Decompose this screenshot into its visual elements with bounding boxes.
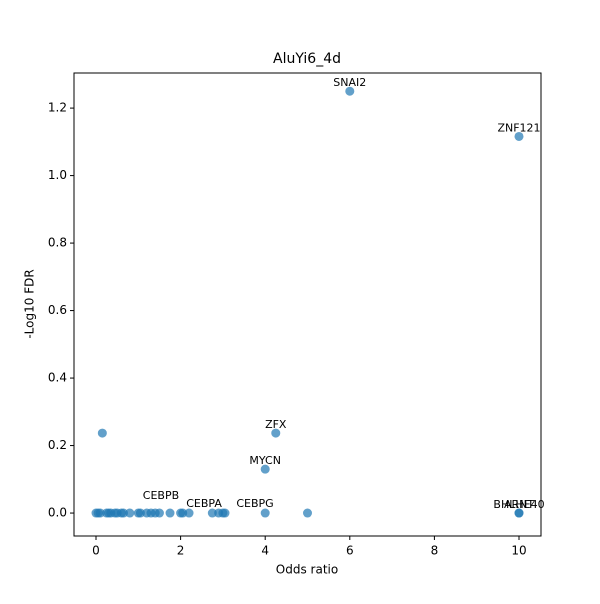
point-label: CEBPG	[236, 497, 273, 510]
y-tick-label: 0.2	[48, 438, 67, 452]
point	[95, 508, 105, 518]
x-tick-label: 4	[261, 544, 269, 558]
point-label: BHLHE40	[493, 498, 544, 511]
point-label: ZNF121	[497, 121, 540, 134]
x-tick-label: 6	[346, 544, 354, 558]
point	[220, 508, 230, 518]
point	[303, 508, 312, 518]
point	[260, 508, 270, 518]
y-tick-label: 0.0	[48, 506, 67, 520]
point	[154, 508, 164, 518]
x-tick-label: 0	[92, 544, 100, 558]
y-tick-label: 0.4	[48, 371, 67, 385]
point	[165, 508, 175, 518]
point-label: ZFX	[265, 418, 287, 431]
point	[125, 508, 135, 518]
y-axis-label: -Log10 FDR	[23, 269, 37, 338]
point-label: MYCN	[249, 454, 281, 467]
point-label: CEBPA	[186, 497, 222, 510]
y-tick-label: 0.6	[48, 303, 67, 317]
point	[260, 464, 270, 474]
y-tick-label: 0.8	[48, 236, 67, 250]
point-label: ARNT	[504, 498, 534, 511]
point	[118, 508, 128, 518]
point	[97, 428, 107, 438]
point	[184, 508, 194, 518]
point	[514, 131, 524, 141]
point	[345, 86, 355, 96]
y-tick-label: 1.2	[48, 101, 67, 115]
point	[514, 508, 524, 518]
point	[207, 508, 217, 518]
chart-title: AluYi6_4d	[273, 51, 341, 67]
plot-frame	[73, 72, 542, 537]
point	[271, 428, 281, 438]
y-tick-label: 1.0	[48, 168, 67, 182]
x-tick-label: 8	[431, 544, 439, 558]
x-tick-label: 2	[177, 544, 185, 558]
point	[135, 508, 145, 518]
point	[178, 508, 188, 518]
x-tick-label: 10	[511, 544, 526, 558]
point-label: CEBPB	[143, 489, 179, 502]
x-axis-label: Odds ratio	[276, 563, 338, 577]
point-label: SNAI2	[333, 76, 366, 89]
